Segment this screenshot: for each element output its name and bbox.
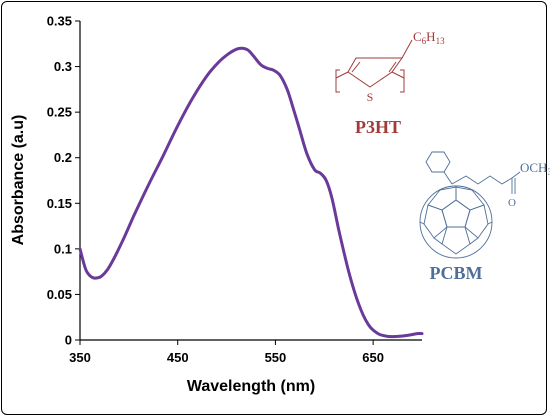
- pcbm-oxygen-label: O: [508, 197, 516, 209]
- y-tick-label: 0: [65, 333, 72, 348]
- p3ht-substituent-label: C6H13: [413, 29, 445, 46]
- x-ticks: 350 450 550 650: [69, 340, 384, 365]
- hexyl-bond: [401, 39, 413, 59]
- y-tick-label: 0.15: [47, 196, 72, 211]
- pcbm-ester-label: OCH3: [520, 160, 550, 177]
- polymer-bond-left: [335, 71, 349, 79]
- x-tick-label: 550: [265, 350, 287, 365]
- thiophene-ring: [347, 57, 403, 88]
- y-ticks: 0 0.05 0.1 0.15 0.2 0.25 0.3 0.35: [47, 14, 80, 348]
- fullerene-hex-top-left: [427, 186, 457, 211]
- fullerene-edge-2: [469, 237, 479, 245]
- bracket-right: [400, 69, 405, 93]
- y-tick-label: 0.25: [47, 105, 72, 120]
- y-tick-label: 0.3: [54, 59, 72, 74]
- y-tick-label: 0.05: [47, 287, 72, 302]
- p3ht-label: P3HT: [355, 117, 401, 137]
- p3ht-sulfur-label: S: [367, 90, 374, 104]
- fullerene-edge-1: [433, 237, 443, 245]
- polymer-bond-right: [391, 71, 405, 79]
- x-axis-title: Wavelength (nm): [187, 378, 315, 395]
- x-tick-label: 350: [69, 350, 91, 365]
- thiophene-double-bond-left: [351, 61, 361, 73]
- x-tick-label: 650: [362, 350, 384, 365]
- phenyl-bond: [443, 171, 453, 185]
- y-tick-label: 0.1: [54, 241, 72, 256]
- fullerene-edge-4: [487, 221, 493, 225]
- pcbm-label: PCBM: [430, 263, 483, 283]
- absorbance-series-line: [78, 46, 424, 339]
- fullerene-hex-right: [464, 204, 489, 239]
- ester-bond: [511, 171, 521, 179]
- bracket-left: [335, 69, 340, 93]
- phenyl-ring: [425, 151, 451, 173]
- y-tick-label: 0.2: [54, 150, 72, 165]
- fullerene-hex-bottom: [441, 226, 471, 255]
- fullerene-hex-top-right: [455, 186, 485, 211]
- thiophene-double-bond-right: [388, 61, 397, 73]
- fullerene-edge-3: [419, 221, 425, 225]
- x-tick-label: 450: [167, 350, 189, 365]
- butyric-chain: [451, 175, 513, 185]
- pcbm-structure: [419, 151, 521, 259]
- fullerene-hex-left: [423, 204, 448, 239]
- y-tick-label: 0.35: [47, 14, 72, 29]
- p3ht-structure: [335, 39, 413, 93]
- y-axis-title: Absorbance (a.u): [10, 115, 27, 246]
